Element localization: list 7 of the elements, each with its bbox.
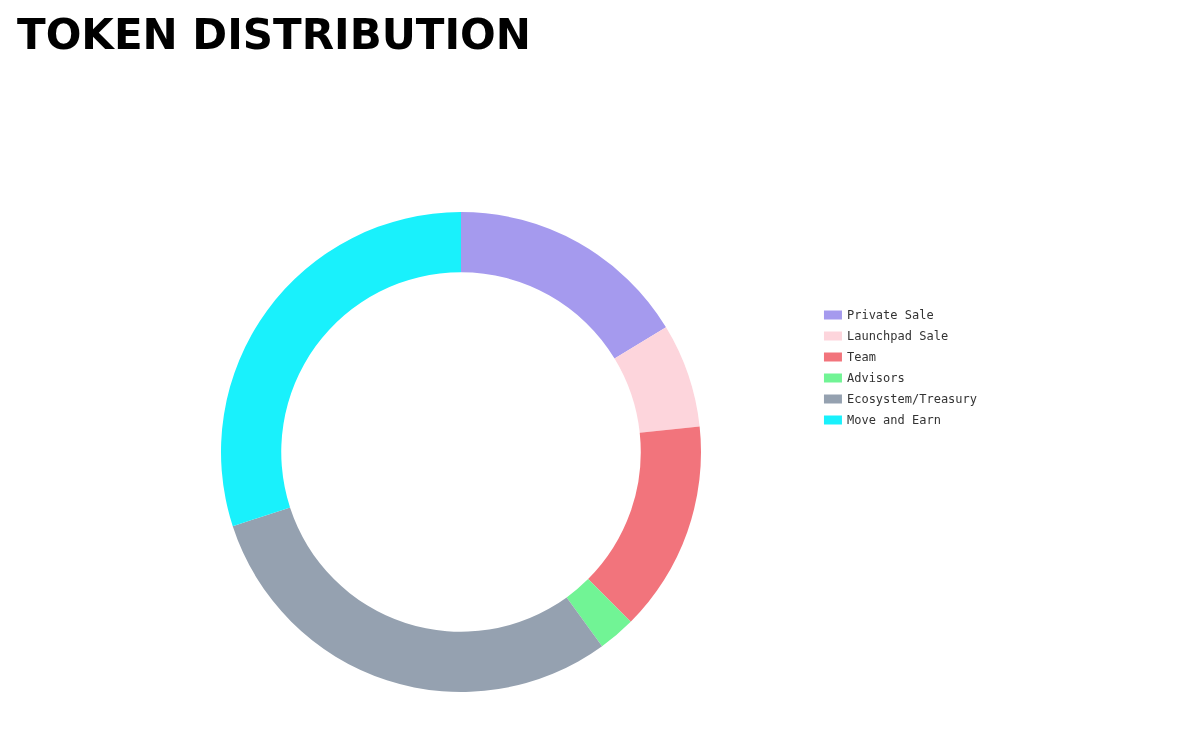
legend-label: Private Sale [846, 308, 934, 322]
chart-title: TOKEN DISTRIBUTION [17, 9, 531, 59]
legend-label: Team [846, 350, 876, 364]
legend-label: Move and Earn [846, 413, 941, 427]
legend-label: Launchpad Sale [846, 329, 949, 343]
legend-label: Ecosystem/Treasury [846, 392, 977, 406]
legend-label: Advisors [846, 371, 905, 385]
